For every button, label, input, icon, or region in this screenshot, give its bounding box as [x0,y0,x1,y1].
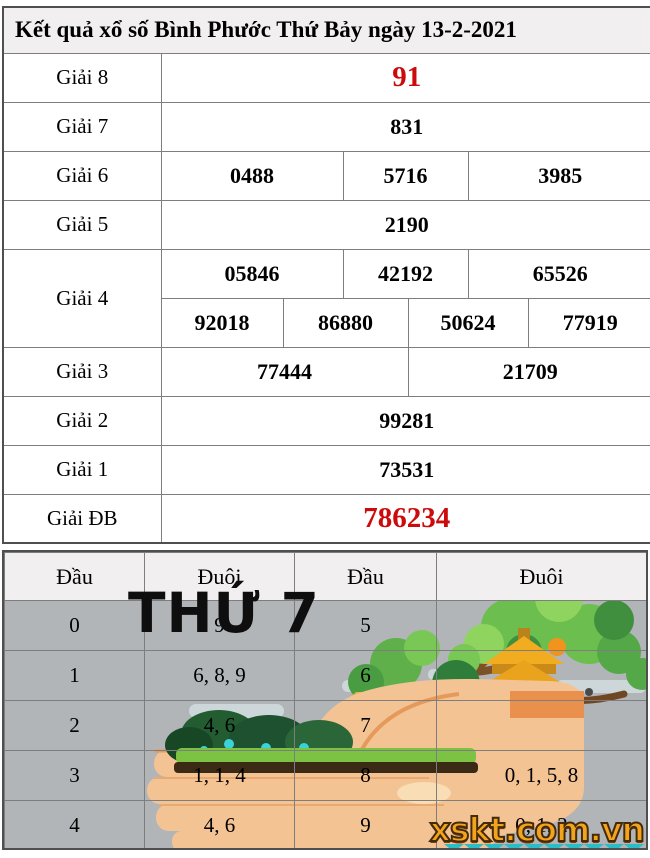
prize-value: 786234 [160,493,650,544]
prize-label: Giải 8 [2,52,162,103]
duoi-value [436,650,646,701]
prize-value: 2190 [160,199,650,250]
prize-value: 77919 [527,297,650,348]
stats-header: Đuôi [144,552,295,601]
stats-header: Đầu [294,552,437,601]
prize-row: Giải 6 0488 5716 3985 [2,150,650,201]
dau-value: 4 [4,800,145,848]
dau-value: 3 [4,750,145,801]
dau-value: 8 [294,750,437,801]
prize-value: 77444 [160,346,409,397]
dau-value: 2 [4,700,145,751]
dau-value: 0 [4,600,145,651]
prize-row: Giải 8 91 [2,52,650,103]
prize-row: Giải 4 05846 42192 65526 [2,248,650,348]
prize-label: Giải 4 [2,248,162,348]
prize-value: 86880 [282,297,409,348]
prize-value: 5716 [342,150,469,201]
head-tail-panel: Đầu Đuôi Đầu Đuôi 0 9 5 1 6, 8, 9 6 2 4, 6 7 3 1, 1, … [2,550,648,850]
stats-header: Đuôi [436,552,646,601]
prize-value: 50624 [407,297,529,348]
prize-value: 3985 [467,150,650,201]
prize-value: 21709 [407,346,650,397]
prize-row: Giải 1 73531 [2,444,650,495]
prize-label: Giải 3 [2,346,162,397]
duoi-value: 4, 6 [144,700,295,751]
dau-value: 1 [4,650,145,701]
dau-value: 7 [294,700,437,751]
lottery-results-table: Kết quả xổ số Bình Phước Thứ Bảy ngày 13… [2,6,650,544]
dau-value: 6 [294,650,437,701]
prize-label: Giải 5 [2,199,162,250]
prize-value: 92018 [160,297,284,348]
prize-value: 42192 [342,248,469,299]
prize-value: 99281 [160,395,650,446]
duoi-value [436,700,646,751]
prize-value: 91 [160,52,650,103]
stats-row: 4 4, 6 9 0, 1, 2 [4,800,646,848]
head-tail-table: Đầu Đuôi Đầu Đuôi 0 9 5 1 6, 8, 9 6 2 4, 6 7 3 1, 1, … [4,552,646,848]
prize-value: 65526 [467,248,650,299]
stats-header: Đầu [4,552,145,601]
prize-row: Giải 3 77444 21709 [2,346,650,397]
prize-row: 92018 86880 50624 77919 [3,297,650,348]
duoi-value: 4, 6 [144,800,295,848]
prize-label: Giải 7 [2,101,162,152]
duoi-value: 0, 1, 5, 8 [436,750,646,801]
prize-label: Giải 1 [2,444,162,495]
dau-value: 9 [294,800,437,848]
prize-label: Giải 6 [2,150,162,201]
page-title: Kết quả xổ số Bình Phước Thứ Bảy ngày 13… [2,6,650,54]
prize-label: Giải ĐB [2,493,162,544]
prize-value: 05846 [160,248,344,299]
duoi-value [436,600,646,651]
duoi-value: 0, 1, 2 [436,800,646,848]
xskt-logo: xskt.com.vn [429,810,646,849]
prize-value: 0488 [160,150,344,201]
prize-row: Giải 7 831 [2,101,650,152]
prize-row: Giải 5 2190 [2,199,650,250]
prize-value: 831 [160,101,650,152]
prize-label: Giải 2 [2,395,162,446]
stats-row: 3 1, 1, 4 8 0, 1, 5, 8 [4,750,646,801]
duoi-value: 1, 1, 4 [144,750,295,801]
prize-row: Giải 2 99281 [2,395,650,446]
duoi-value: 6, 8, 9 [144,650,295,701]
thu7-watermark: THỨ 7 [128,581,320,645]
prize-value: 73531 [160,444,650,495]
prize-row: Giải ĐB 786234 [2,493,650,544]
